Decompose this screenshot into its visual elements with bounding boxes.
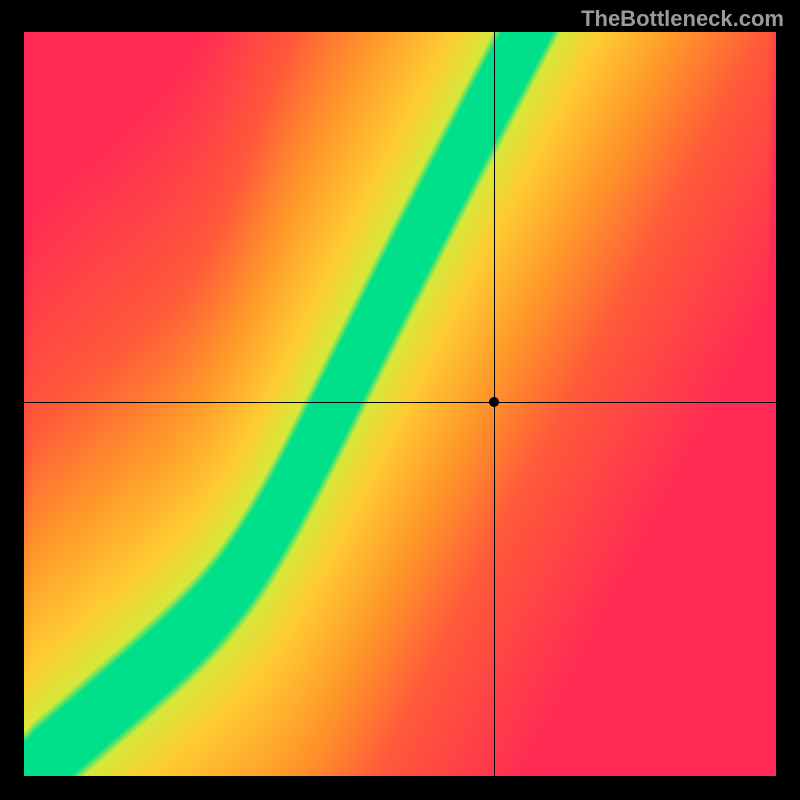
watermark-text: TheBottleneck.com [581, 6, 784, 32]
plot-area [24, 32, 776, 776]
crosshair-horizontal [24, 402, 776, 403]
crosshair-marker [489, 397, 499, 407]
heatmap-canvas [24, 32, 776, 776]
